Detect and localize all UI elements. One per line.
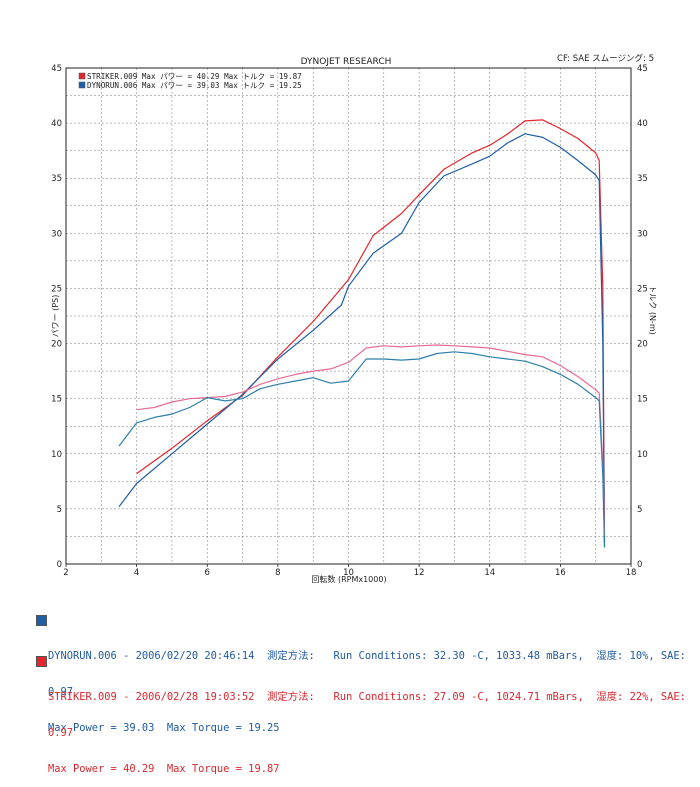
x-tick-label: 12 — [414, 568, 425, 578]
y-tick-label-left: 25 — [51, 284, 62, 294]
y-tick-label-left: 30 — [51, 229, 62, 239]
y-tick-label-left: 0 — [57, 560, 62, 570]
x-axis-label: 回転数 (RPMx1000) — [311, 574, 386, 584]
dynorun-conditions: DYNORUN.006 - 2006/02/20 20:46:14 測定方法: … — [48, 650, 686, 662]
y-tick-label-right: 15 — [637, 395, 648, 405]
y-tick-label-left: 35 — [51, 174, 62, 184]
dynorun-swatch — [36, 615, 47, 626]
y-tick-label-left: 20 — [51, 340, 62, 350]
x-tick-label: 16 — [555, 568, 566, 578]
series-line-striker-009-power — [136, 119, 606, 543]
y-tick-label-left: 40 — [51, 119, 62, 129]
series-line-dynorun-006-torque — [118, 351, 606, 548]
series-lines — [118, 119, 606, 548]
striker-sae: 0.97 — [48, 727, 74, 739]
x-tick-label: 14 — [484, 568, 495, 578]
legend-swatch-dynorun — [78, 81, 86, 89]
grid — [66, 68, 631, 564]
dynorun-sae: 0.97 — [48, 686, 74, 698]
striker-max-values: Max Power = 40.29 Max Torque = 19.87 — [48, 763, 280, 775]
y-axis-label-right: トルク (N-m) — [648, 285, 657, 334]
striker-swatch — [36, 656, 47, 667]
y-tick-label-right: 30 — [637, 229, 648, 239]
x-tick-label: 10 — [343, 568, 354, 578]
x-tick-label: 4 — [134, 568, 139, 578]
legend-entry-dynorun: DYNORUN.006 Max パワー = 39.03 Max トルク = 19… — [87, 81, 302, 90]
y-tick-label-right: 10 — [637, 450, 648, 460]
y-axis-label-left: パワー (PS) — [51, 295, 60, 338]
y-tick-label-right: 25 — [637, 284, 648, 294]
x-tick-label: 2 — [63, 568, 68, 578]
y-tick-label-right: 5 — [637, 505, 642, 515]
series-line-dynorun-006-power — [118, 133, 606, 548]
striker-conditions: STRIKER.009 - 2006/02/28 19:03:52 測定方法: … — [48, 691, 686, 703]
y-tick-label-right: 0 — [637, 560, 642, 570]
y-tick-label-right: 40 — [637, 119, 648, 129]
y-tick-label-right: 35 — [637, 174, 648, 184]
run-info-striker: STRIKER.009 - 2006/02/28 19:03:52 測定方法: … — [36, 655, 688, 787]
series-line-striker-009-torque — [136, 344, 606, 537]
x-tick-label: 8 — [275, 568, 280, 578]
y-tick-label-right: 20 — [637, 340, 648, 350]
y-tick-label-right: 45 — [637, 64, 648, 74]
y-tick-label-left: 10 — [51, 450, 62, 460]
legend-entry-striker: STRIKER.009 Max パワー = 40.29 Max トルク = 19… — [87, 72, 302, 81]
y-tick-label-left: 5 — [57, 505, 62, 515]
x-tick-label: 6 — [205, 568, 210, 578]
dyno-chart: DYNOJET RESEARCH CF: SAE スムージング: 5 2 4 6 8 1… — [51, 53, 657, 584]
legend: STRIKER.009 Max パワー = 40.29 Max トルク = 19… — [78, 72, 302, 90]
correction-factor-label: CF: SAE スムージング: 5 — [557, 53, 654, 64]
y-tick-label-left: 45 — [51, 64, 62, 74]
x-tick-label: 18 — [626, 568, 637, 578]
legend-swatch-striker — [78, 72, 86, 80]
chart-title: DYNOJET RESEARCH — [301, 57, 392, 67]
y-tick-label-left: 15 — [51, 395, 62, 405]
